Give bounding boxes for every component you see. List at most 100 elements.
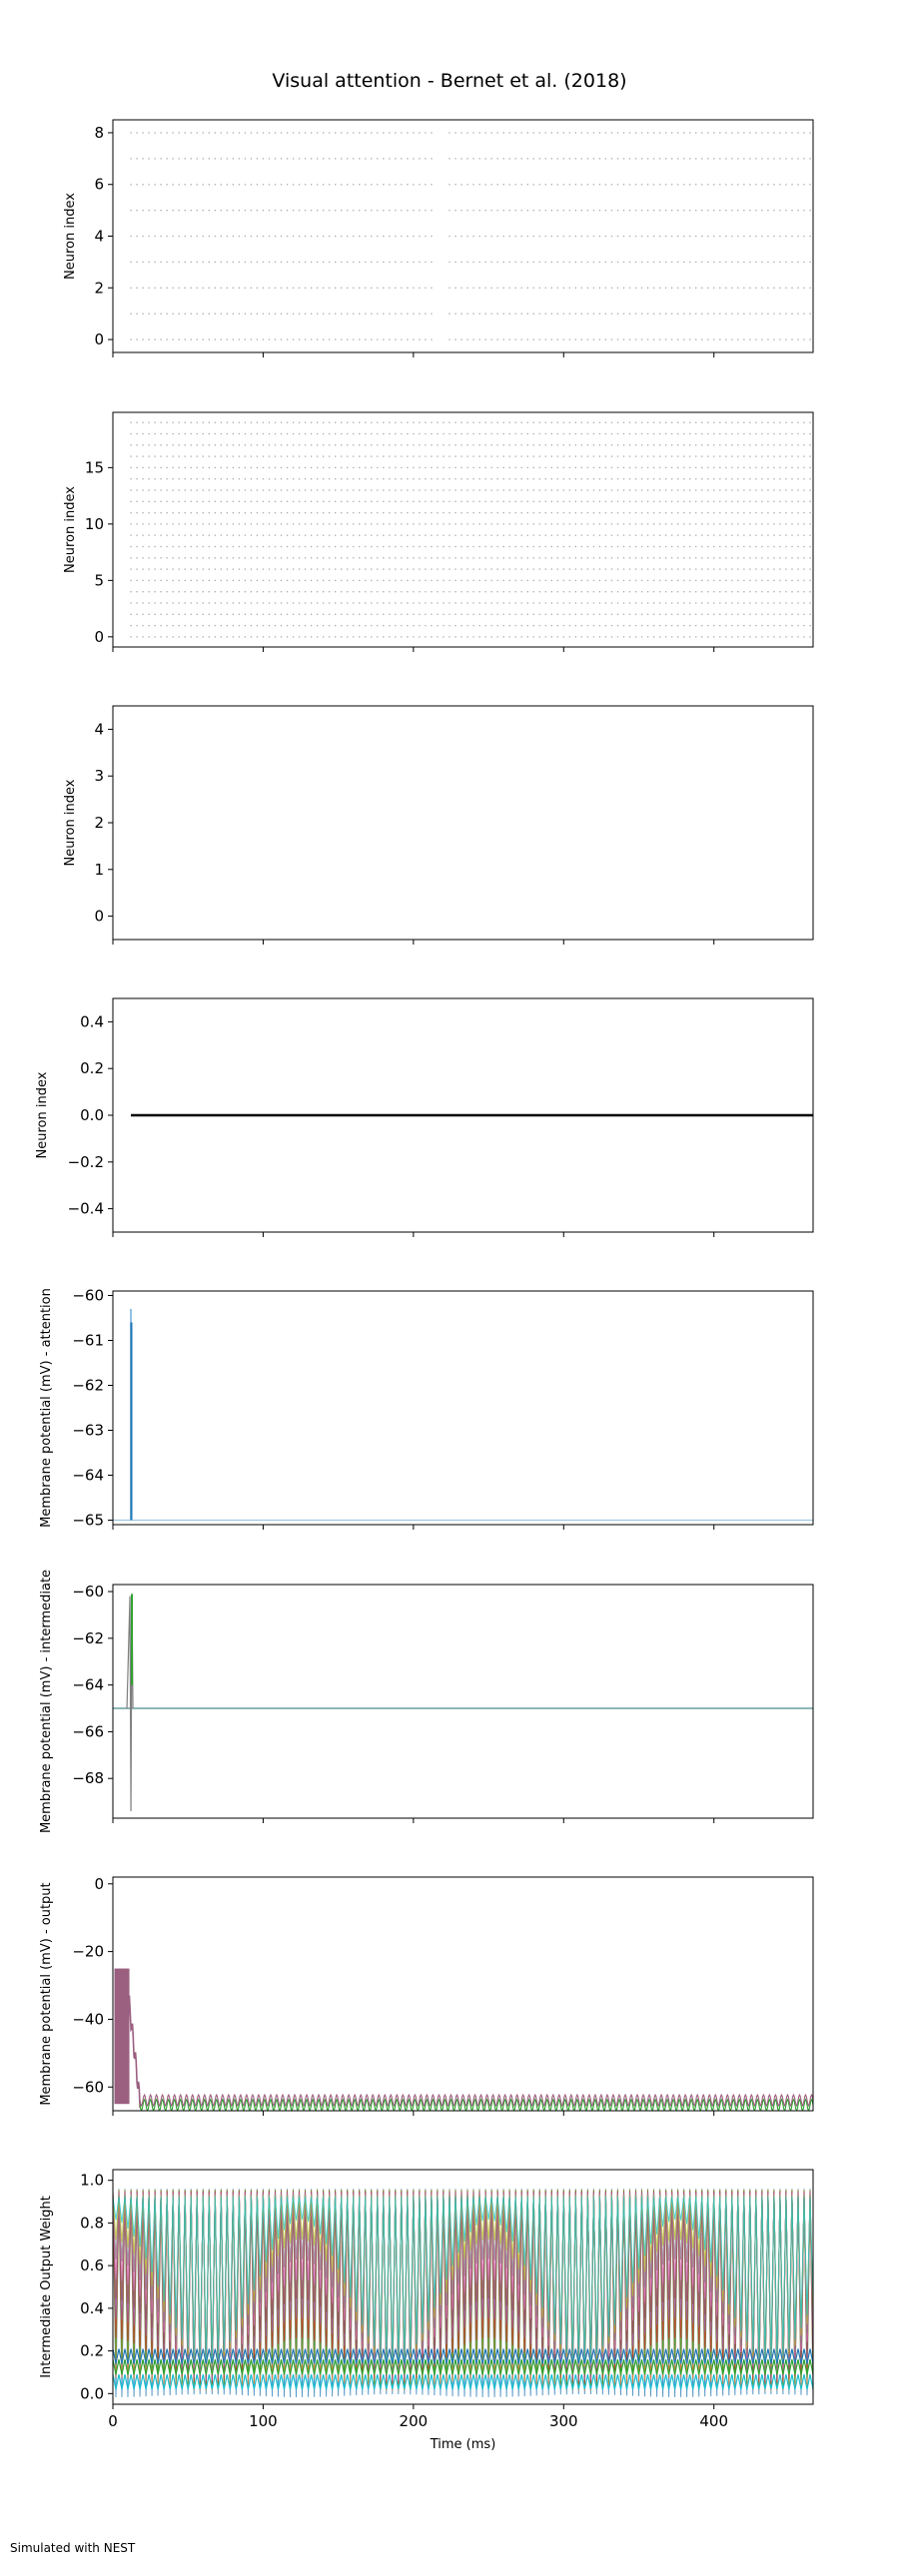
y-tick-label: 0.2 [80,1059,104,1077]
spike-marker [604,534,607,536]
spike-marker [496,579,498,582]
spike-marker [773,511,775,514]
spike-marker [232,534,235,536]
spike-marker [365,455,367,457]
spike-marker [743,455,745,457]
spike-marker [389,466,391,469]
spike-marker [136,624,138,627]
spike-marker [773,489,775,491]
spike-marker [803,313,805,315]
spike-marker [142,287,144,289]
spike-marker [425,557,427,559]
spike-marker [743,184,745,186]
spike-marker [767,489,769,491]
spike-marker [658,557,661,559]
spike-marker [166,158,168,160]
spike-marker [454,421,456,423]
spike-marker [449,455,450,457]
spike-marker [490,489,492,491]
spike-marker [310,557,313,559]
spike-marker [472,579,474,582]
spike-marker [304,261,307,264]
spike-marker [664,184,667,186]
spike-marker [568,624,571,627]
spike-marker [407,338,409,340]
spike-marker [514,579,516,582]
spike-marker [701,444,703,446]
spike-marker [725,568,727,570]
spike-marker [347,591,349,593]
spike-marker [329,613,331,615]
spike-marker [689,184,691,186]
spike-marker [803,624,805,627]
spike-marker [484,478,486,480]
spike-marker [365,568,367,570]
spike-marker [407,591,409,593]
spike-marker [130,210,132,212]
spike-marker [142,313,144,315]
spike-marker [292,602,295,604]
spike-marker [443,613,445,615]
spike-marker [341,421,343,423]
spike-marker [208,545,210,548]
spike-marker [142,489,144,491]
spike-marker [371,557,373,559]
spike-marker [460,338,462,340]
spike-marker [353,287,355,289]
spike-marker [310,235,313,238]
spike-marker [574,421,577,423]
spike-marker [154,624,156,627]
y-axis-label: Neuron index [63,779,78,866]
spike-marker [755,500,757,502]
spike-marker [791,489,793,491]
spike-marker [407,313,409,315]
spike-marker [604,511,607,514]
spike-marker [538,545,540,548]
y-tick-label: 1.0 [80,2172,104,2190]
spike-marker [779,500,781,502]
spike-marker [329,591,331,593]
spike-marker [214,313,216,315]
spike-marker [743,478,745,480]
spike-marker [556,421,558,423]
spike-marker [316,210,319,212]
spike-marker [425,287,427,289]
spike-marker [202,313,204,315]
spike-marker [652,489,655,491]
spike-marker [538,579,540,582]
spike-marker [353,338,355,340]
spike-marker [286,478,289,480]
spike-marker [377,478,379,480]
spike-marker [701,478,703,480]
spike-marker [646,489,649,491]
spike-marker [310,466,313,469]
spike-marker [395,613,397,615]
spike-marker [449,613,450,615]
spike-marker [262,338,265,340]
spike-marker [341,158,343,160]
spike-marker [791,313,793,315]
spike-marker [743,421,745,423]
spike-marker [341,602,343,604]
spike-marker [797,287,799,289]
spike-marker [610,478,613,480]
spike-marker [160,602,162,604]
spike-marker [652,313,655,315]
spike-marker [244,421,247,423]
spike-marker [365,338,367,340]
spike-marker [413,158,415,160]
spike-marker [502,235,504,238]
spike-marker [677,338,679,340]
spike-marker [250,591,253,593]
spike-marker [797,523,799,525]
spike-marker [646,568,649,570]
spike-marker [329,545,331,548]
spike-marker [532,500,534,502]
spike-marker [347,466,349,469]
spike-marker [172,579,174,582]
spike-marker [274,489,277,491]
spike-marker [652,511,655,514]
spike-marker [640,184,643,186]
spike-marker [226,500,229,502]
spike-marker [508,534,510,536]
